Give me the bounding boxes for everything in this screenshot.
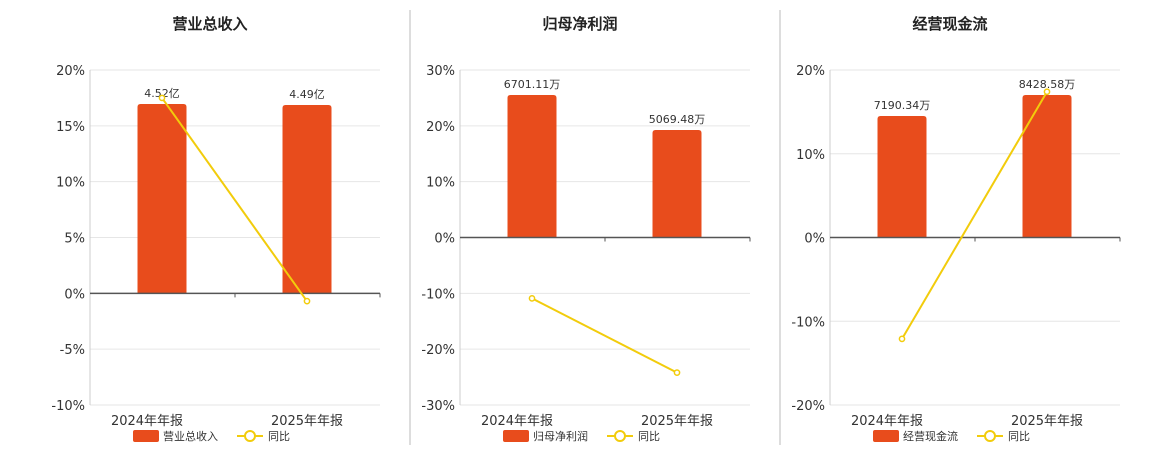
bar-value-label: 6701.11万 (504, 78, 561, 91)
y-tick-label: 10% (426, 176, 455, 191)
chart-title: 营业总收入 (172, 15, 247, 33)
bar-value-label: 5069.48万 (649, 113, 706, 126)
x-category-label: 2024年年报 (481, 414, 553, 429)
legend-bar-label: 经营现金流 (903, 429, 958, 443)
yoy-point[interactable] (303, 297, 311, 305)
y-tick-label: 5% (64, 232, 85, 247)
chart-title: 归母净利润 (542, 15, 617, 33)
legend-line-label: 同比 (1008, 430, 1030, 443)
y-tick-label: -20% (791, 399, 825, 414)
bar-value-label: 4.52亿 (144, 87, 180, 100)
y-tick-label: 0% (804, 232, 825, 247)
legend-bar-label: 营业总收入 (163, 429, 218, 443)
y-tick-label: 20% (796, 64, 825, 79)
yoy-line (161, 97, 308, 302)
legend-bar-swatch (503, 430, 529, 442)
y-tick-label: -30% (421, 399, 455, 414)
y-tick-label: 20% (56, 64, 85, 79)
y-tick-label: 30% (426, 64, 455, 79)
bar-1[interactable] (507, 95, 557, 238)
y-tick-label: -20% (421, 343, 455, 358)
legend-bar-swatch (133, 430, 159, 442)
y-tick-label: 20% (426, 120, 455, 135)
y-tick-label: -10% (791, 315, 825, 330)
x-category-label: 2025年年报 (271, 414, 343, 429)
yoy-line (901, 91, 1048, 340)
bar-2[interactable] (652, 130, 702, 238)
legend-line-marker (244, 430, 256, 442)
yoy-point[interactable] (528, 295, 536, 302)
bar-2[interactable] (282, 105, 332, 294)
yoy-line (531, 297, 678, 374)
yoy-point[interactable] (1043, 88, 1051, 96)
y-tick-label: 0% (434, 232, 455, 247)
bar-value-label: 7190.34万 (874, 99, 931, 112)
bar-1[interactable] (137, 104, 187, 294)
x-category-label: 2025年年报 (641, 414, 713, 429)
legend-line-label: 同比 (638, 430, 660, 443)
yoy-point[interactable] (158, 94, 166, 102)
yoy-point[interactable] (898, 335, 906, 343)
y-tick-label: 10% (56, 176, 85, 191)
legend-line-label: 同比 (268, 430, 290, 443)
y-tick-label: 15% (56, 120, 85, 135)
y-tick-label: 10% (796, 148, 825, 163)
bar-1[interactable] (877, 116, 927, 238)
bar-value-label: 8428.58万 (1019, 78, 1076, 91)
chart-title: 经营现金流 (912, 15, 987, 33)
chart-panel-3: 经营现金流 20% 10% 0% -10% -20% 7190.34万 8428.58万 202… (791, 15, 1121, 443)
y-tick-label: 0% (64, 287, 85, 302)
yoy-point[interactable] (673, 369, 681, 376)
x-category-label: 2024年年报 (111, 414, 183, 429)
chart-panel-2: 归母净利润 30% 20% 10% 0% -10% -20% -30% 6701.11万 5069… (421, 15, 751, 443)
legend-bar-swatch (873, 430, 899, 442)
legend-line-marker (614, 430, 626, 442)
x-category-label: 2025年年报 (1011, 414, 1083, 429)
x-category-label: 2024年年报 (851, 414, 923, 429)
bar-value-label: 4.49亿 (289, 88, 325, 101)
y-tick-label: -5% (60, 343, 85, 358)
chart-panel-1: 营业总收入 20% 15% 10% 5% 0% -5% -10% 4.52亿 4.49亿 2024年… (51, 15, 381, 443)
legend-bar-label: 归母净利润 (533, 429, 588, 443)
y-tick-label: -10% (421, 287, 455, 302)
y-tick-label: -10% (51, 399, 85, 414)
legend-line-marker (984, 430, 996, 442)
bar-2[interactable] (1022, 95, 1072, 238)
